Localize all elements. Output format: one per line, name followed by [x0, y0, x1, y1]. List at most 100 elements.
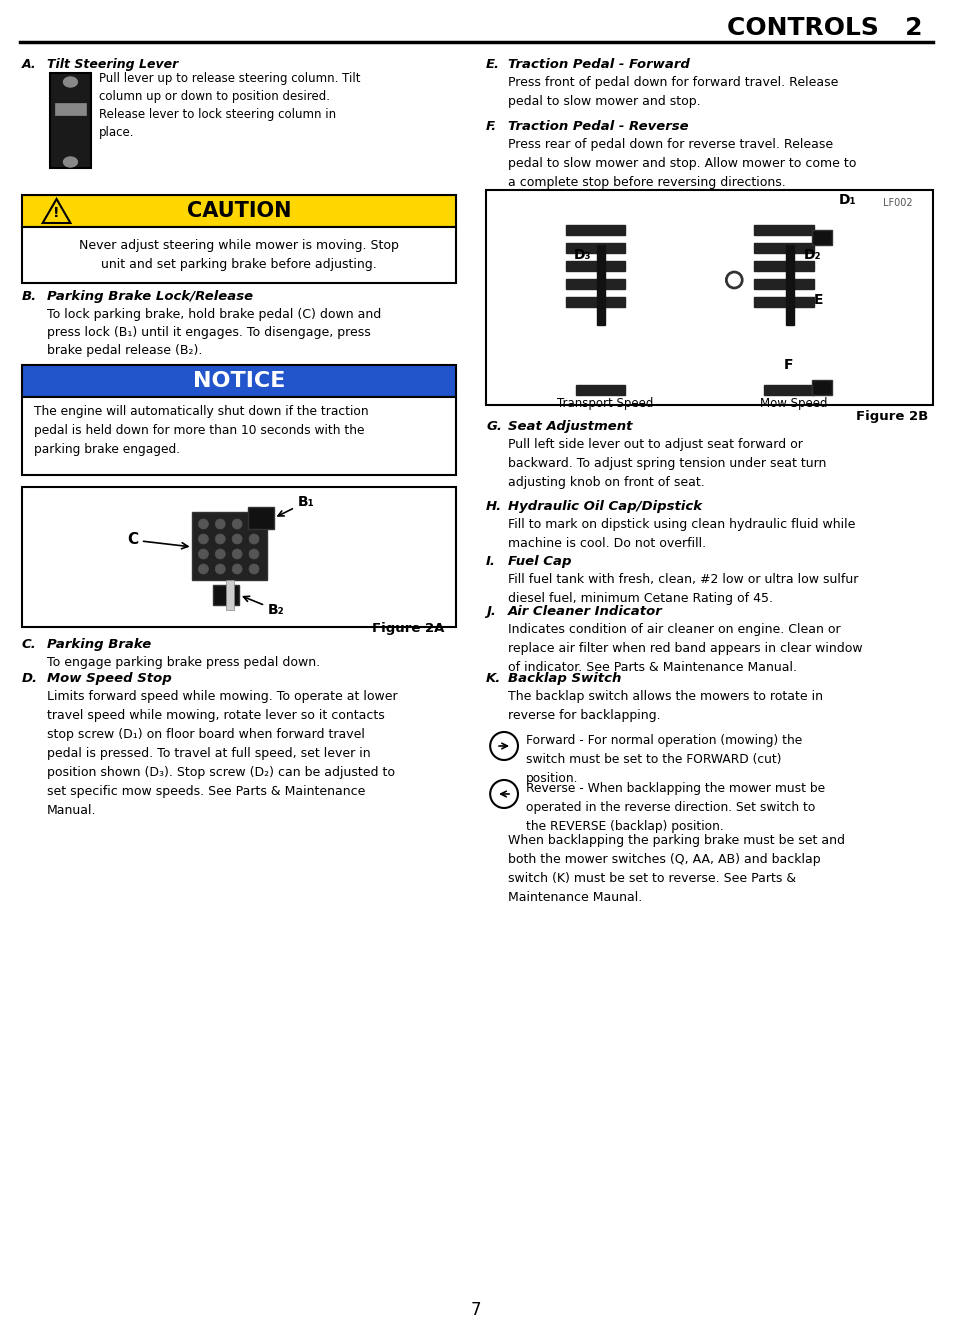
Text: C: C	[127, 532, 188, 548]
Bar	[227, 580, 234, 610]
Text: Indicates condition of air cleaner on engine. Clean or
replace air filter when r: Indicates condition of air cleaner on en…	[508, 623, 863, 673]
Text: Press rear of pedal down for reverse travel. Release
pedal to slow mower and sto: Press rear of pedal down for reverse tra…	[508, 138, 856, 189]
Circle shape	[215, 548, 226, 559]
Bar	[755, 297, 814, 307]
Text: Backlap Switch: Backlap Switch	[508, 672, 621, 685]
Text: F: F	[784, 358, 793, 371]
Text: NOTICE: NOTICE	[193, 371, 285, 391]
Text: Air Cleaner Indicator: Air Cleaner Indicator	[508, 606, 662, 618]
Text: CAUTION: CAUTION	[187, 201, 292, 221]
Ellipse shape	[63, 77, 78, 87]
Text: Traction Pedal - Reverse: Traction Pedal - Reverse	[508, 120, 688, 133]
Text: Never adjust steering while mower is moving. Stop
unit and set parking brake bef: Never adjust steering while mower is mov…	[79, 240, 399, 272]
Bar	[811, 230, 831, 245]
Circle shape	[199, 519, 208, 528]
Text: To engage parking brake press pedal down.: To engage parking brake press pedal down…	[47, 656, 320, 669]
Text: Traction Pedal - Forward: Traction Pedal - Forward	[508, 59, 690, 71]
Circle shape	[199, 534, 208, 544]
Text: C.: C.	[22, 638, 36, 651]
Text: F.: F.	[486, 120, 497, 133]
Circle shape	[249, 534, 259, 544]
Text: Mow Speed: Mow Speed	[760, 397, 828, 410]
Text: E.: E.	[486, 59, 500, 71]
Text: Parking Brake: Parking Brake	[47, 638, 151, 651]
Ellipse shape	[63, 157, 78, 166]
Circle shape	[199, 564, 208, 574]
Text: brake pedal release (B₂).: brake pedal release (B₂).	[47, 343, 202, 357]
Text: Fill fuel tank with fresh, clean, #2 low or ultra low sulfur
diesel fuel, minimu: Fill fuel tank with fresh, clean, #2 low…	[508, 574, 858, 606]
Bar	[55, 102, 86, 114]
Bar	[22, 365, 456, 397]
Bar	[597, 245, 606, 325]
Circle shape	[215, 519, 226, 528]
Text: LF002: LF002	[883, 198, 913, 208]
Text: Parking Brake Lock/Release: Parking Brake Lock/Release	[47, 290, 252, 303]
Text: Pull lever up to release steering column. Tilt
column up or down to position des: Pull lever up to release steering column…	[99, 72, 361, 138]
Bar	[22, 487, 456, 627]
Bar	[786, 245, 794, 325]
Bar	[565, 280, 625, 289]
Text: Forward - For normal operation (mowing) the
switch must be set to the FORWARD (c: Forward - For normal operation (mowing) …	[526, 733, 803, 785]
Text: I.: I.	[486, 555, 496, 568]
Text: Hydraulic Oil Cap/Dipstick: Hydraulic Oil Cap/Dipstick	[508, 500, 702, 512]
Text: press lock (B₁) until it engages. To disengage, press: press lock (B₁) until it engages. To dis…	[47, 326, 371, 339]
Text: G.: G.	[486, 421, 502, 433]
Text: K.: K.	[486, 672, 501, 685]
Bar	[755, 225, 814, 236]
Bar	[764, 385, 814, 395]
Text: To lock parking brake, hold brake pedal (C) down and: To lock parking brake, hold brake pedal …	[47, 307, 381, 321]
Circle shape	[232, 548, 242, 559]
Circle shape	[215, 534, 226, 544]
Text: Tilt Steering Lever: Tilt Steering Lever	[47, 59, 178, 71]
Bar	[565, 225, 625, 236]
Circle shape	[232, 564, 242, 574]
Bar	[565, 261, 625, 272]
Text: Press front of pedal down for forward travel. Release
pedal to slow mower and st: Press front of pedal down for forward tr…	[508, 76, 838, 108]
Text: D₃: D₃	[573, 248, 591, 262]
Text: !: !	[54, 206, 60, 220]
Bar	[755, 244, 814, 253]
Circle shape	[232, 519, 242, 528]
Text: D.: D.	[22, 672, 37, 685]
Text: 7: 7	[471, 1300, 482, 1319]
Text: H.: H.	[486, 500, 502, 512]
Circle shape	[199, 548, 208, 559]
Text: CONTROLS   2: CONTROLS 2	[728, 16, 923, 40]
Text: Transport Speed: Transport Speed	[557, 397, 654, 410]
Text: Pull left side lever out to adjust seat forward or
backward. To adjust spring te: Pull left side lever out to adjust seat …	[508, 438, 827, 488]
Text: Mow Speed Stop: Mow Speed Stop	[47, 672, 172, 685]
Polygon shape	[42, 200, 70, 224]
Bar	[755, 280, 814, 289]
Text: Seat Adjustment: Seat Adjustment	[508, 421, 633, 433]
Text: E: E	[814, 293, 823, 307]
Text: B₁: B₁	[278, 495, 315, 516]
Bar	[565, 297, 625, 307]
Bar	[193, 512, 267, 580]
Bar	[22, 196, 456, 228]
Circle shape	[215, 564, 226, 574]
Circle shape	[249, 564, 259, 574]
Circle shape	[249, 548, 259, 559]
Text: D₁: D₁	[838, 193, 856, 208]
Bar	[575, 385, 625, 395]
Text: The backlap switch allows the mowers to rotate in
reverse for backlapping.: The backlap switch allows the mowers to …	[508, 689, 823, 721]
Text: Fill to mark on dipstick using clean hydraulic fluid while
machine is cool. Do n: Fill to mark on dipstick using clean hyd…	[508, 518, 855, 550]
Text: B.: B.	[22, 290, 36, 303]
Bar	[22, 397, 456, 475]
Text: Figure 2A: Figure 2A	[372, 622, 444, 635]
Bar	[486, 190, 933, 405]
Text: J.: J.	[486, 606, 496, 618]
Text: A.: A.	[22, 59, 36, 71]
Circle shape	[232, 534, 242, 544]
Bar	[248, 507, 274, 528]
Text: Reverse - When backlapping the mower must be
operated in the reverse direction. : Reverse - When backlapping the mower mus…	[526, 783, 825, 833]
Text: Fuel Cap: Fuel Cap	[508, 555, 571, 568]
Bar	[755, 261, 814, 272]
Bar	[50, 73, 91, 168]
Text: Figure 2B: Figure 2B	[855, 410, 927, 423]
Text: The engine will automatically shut down if the traction
pedal is held down for m: The engine will automatically shut down …	[34, 405, 369, 457]
Text: D₂: D₂	[804, 248, 821, 262]
Bar	[811, 379, 831, 395]
Text: Limits forward speed while mowing. To operate at lower
travel speed while mowing: Limits forward speed while mowing. To op…	[47, 689, 397, 817]
Bar	[565, 244, 625, 253]
